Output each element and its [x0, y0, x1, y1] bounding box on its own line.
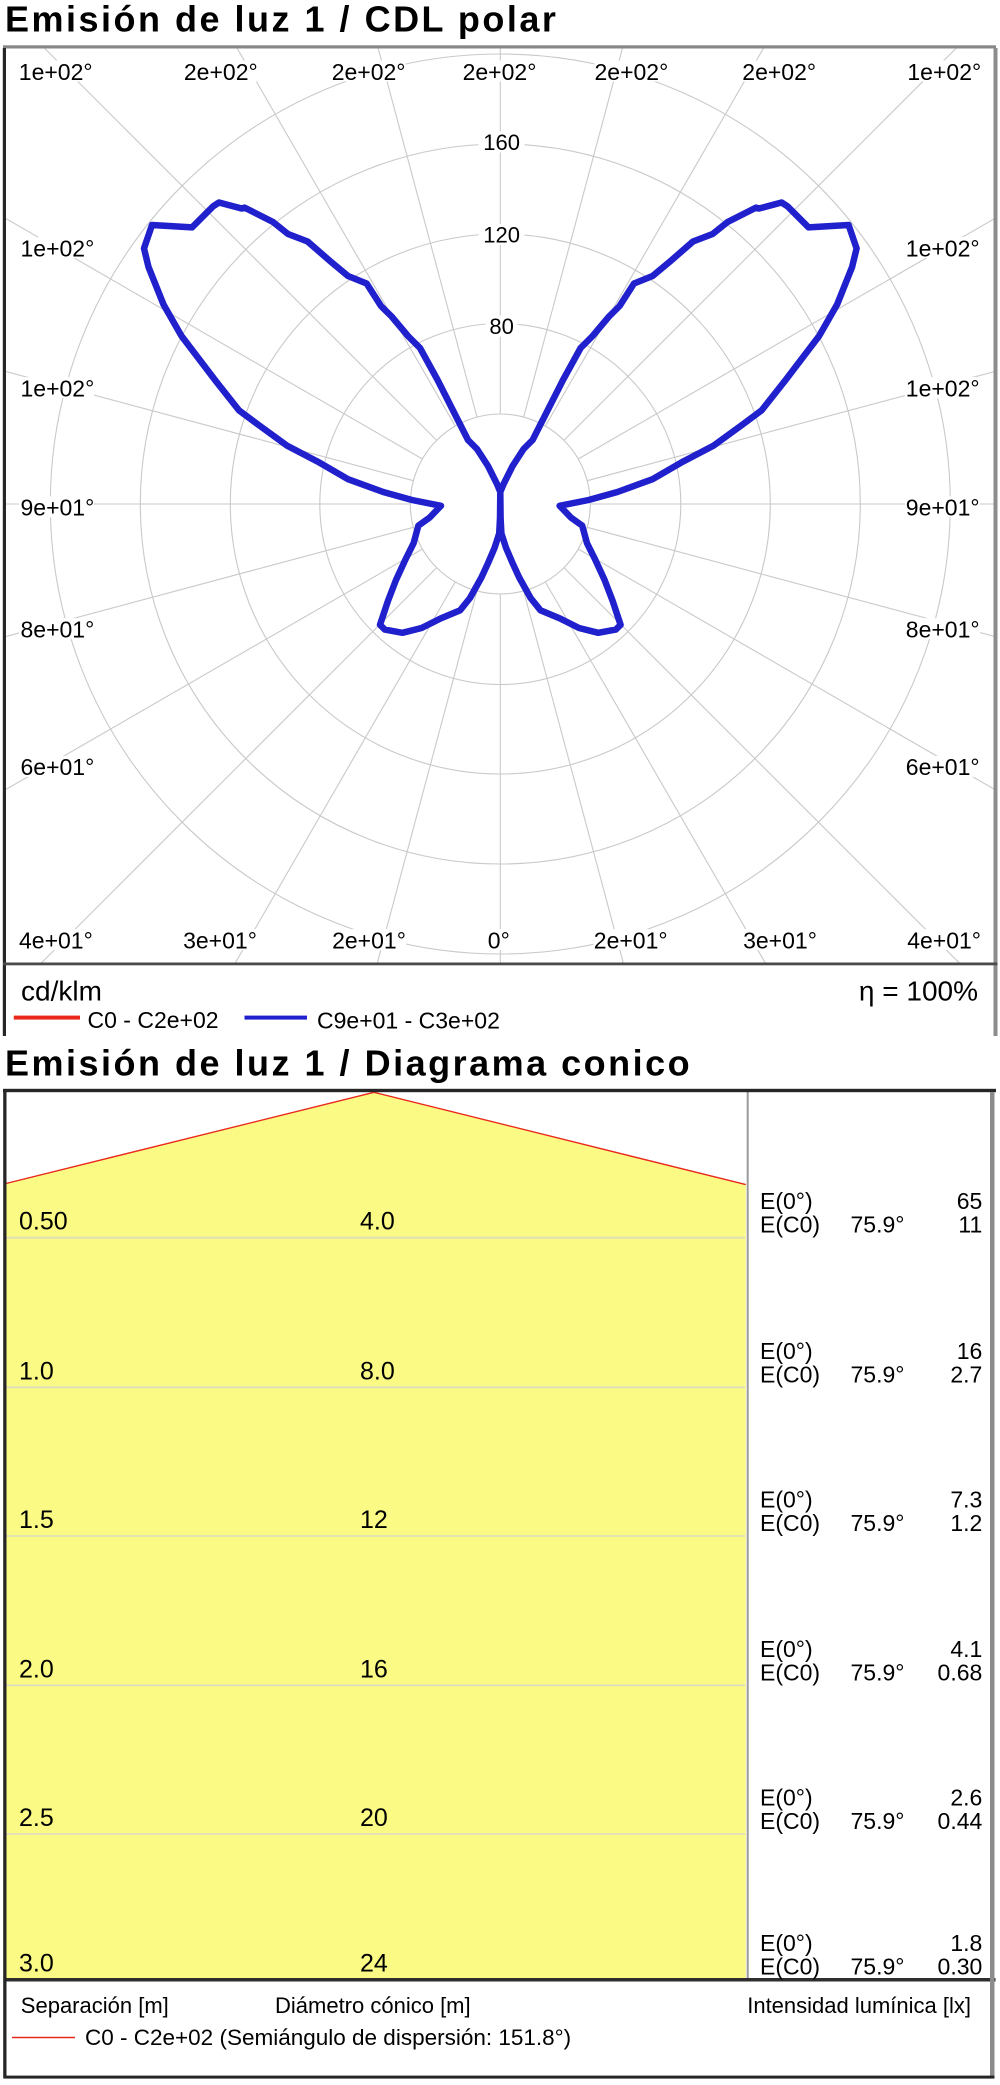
- svg-text:Emisión de luz 1 / Diagrama co: Emisión de luz 1 / Diagrama conico: [5, 1043, 692, 1084]
- svg-text:75.9°: 75.9°: [851, 1808, 905, 1834]
- svg-text:75.9°: 75.9°: [851, 1212, 905, 1238]
- svg-text:E(0°): E(0°): [760, 1636, 813, 1662]
- svg-text:3e+01°: 3e+01°: [183, 927, 257, 953]
- svg-text:2e+02°: 2e+02°: [595, 59, 669, 85]
- svg-text:E(C0): E(C0): [760, 1659, 820, 1685]
- svg-text:0.44: 0.44: [938, 1808, 983, 1834]
- svg-text:E(0°): E(0°): [760, 1785, 813, 1811]
- svg-text:1e+02°: 1e+02°: [21, 235, 95, 261]
- svg-text:1e+02°: 1e+02°: [21, 375, 95, 401]
- svg-text:16: 16: [360, 1655, 388, 1683]
- svg-text:1.2: 1.2: [950, 1510, 982, 1536]
- svg-text:24: 24: [360, 1950, 388, 1978]
- svg-text:7.3: 7.3: [950, 1487, 982, 1513]
- svg-text:4e+01°: 4e+01°: [19, 927, 93, 953]
- svg-text:C0 - C2e+02: C0 - C2e+02: [88, 1007, 219, 1033]
- svg-text:16: 16: [957, 1338, 983, 1364]
- svg-text:Intensidad lumínica [lx]: Intensidad lumínica [lx]: [747, 1993, 971, 2018]
- svg-text:C0 - C2e+02 (Semiángulo de dis: C0 - C2e+02 (Semiángulo de dispersión: 1…: [85, 2025, 571, 2050]
- svg-text:cd/klm: cd/klm: [21, 976, 102, 1007]
- svg-text:65: 65: [957, 1188, 983, 1214]
- svg-text:6e+01°: 6e+01°: [906, 754, 980, 780]
- svg-text:8e+01°: 8e+01°: [21, 616, 95, 642]
- svg-text:2.0: 2.0: [19, 1655, 54, 1683]
- svg-text:Diámetro cónico [m]: Diámetro cónico [m]: [275, 1993, 471, 2018]
- svg-text:Emisión de luz 1 / CDL polar: Emisión de luz 1 / CDL polar: [5, 0, 558, 40]
- svg-text:E(C0): E(C0): [760, 1954, 820, 1980]
- svg-text:2.7: 2.7: [950, 1361, 982, 1387]
- svg-text:1e+02°: 1e+02°: [906, 235, 980, 261]
- svg-text:2e+02°: 2e+02°: [332, 59, 406, 85]
- svg-text:1e+02°: 1e+02°: [19, 59, 93, 85]
- svg-text:0.30: 0.30: [938, 1954, 983, 1980]
- svg-text:2e+02°: 2e+02°: [184, 59, 258, 85]
- svg-text:6e+01°: 6e+01°: [21, 754, 95, 780]
- svg-text:1.8: 1.8: [950, 1930, 982, 1956]
- svg-text:E(C0): E(C0): [760, 1808, 820, 1834]
- svg-text:75.9°: 75.9°: [851, 1361, 905, 1387]
- svg-text:8.0: 8.0: [360, 1357, 395, 1385]
- svg-text:E(0°): E(0°): [760, 1188, 813, 1214]
- svg-text:3e+01°: 3e+01°: [743, 927, 817, 953]
- svg-text:2e+02°: 2e+02°: [742, 59, 816, 85]
- svg-text:12: 12: [360, 1506, 388, 1534]
- svg-text:160: 160: [483, 130, 520, 155]
- svg-text:75.9°: 75.9°: [851, 1659, 905, 1685]
- svg-text:75.9°: 75.9°: [851, 1954, 905, 1980]
- svg-text:2.5: 2.5: [19, 1804, 54, 1832]
- svg-text:η = 100%: η = 100%: [859, 975, 978, 1006]
- svg-text:4.1: 4.1: [950, 1636, 982, 1662]
- svg-text:0°: 0°: [488, 927, 510, 953]
- svg-text:4.0: 4.0: [360, 1208, 395, 1236]
- svg-text:0.50: 0.50: [19, 1208, 68, 1236]
- svg-text:2e+01°: 2e+01°: [594, 927, 668, 953]
- svg-text:3.0: 3.0: [19, 1950, 54, 1978]
- svg-text:E(0°): E(0°): [760, 1487, 813, 1513]
- svg-text:E(0°): E(0°): [760, 1930, 813, 1956]
- svg-text:75.9°: 75.9°: [851, 1510, 905, 1536]
- svg-text:11: 11: [958, 1212, 982, 1238]
- svg-text:1e+02°: 1e+02°: [907, 59, 981, 85]
- svg-text:E(C0): E(C0): [760, 1510, 820, 1536]
- svg-text:2e+01°: 2e+01°: [332, 927, 406, 953]
- svg-text:C9e+01 - C3e+02: C9e+01 - C3e+02: [317, 1007, 500, 1033]
- svg-text:E(C0): E(C0): [760, 1212, 820, 1238]
- svg-text:120: 120: [483, 223, 520, 248]
- svg-text:20: 20: [360, 1804, 388, 1832]
- svg-text:9e+01°: 9e+01°: [906, 495, 980, 521]
- svg-text:8e+01°: 8e+01°: [906, 616, 980, 642]
- svg-text:4e+01°: 4e+01°: [907, 927, 981, 953]
- svg-text:1.5: 1.5: [19, 1506, 54, 1534]
- svg-text:2.6: 2.6: [950, 1785, 982, 1811]
- svg-text:Separación [m]: Separación [m]: [21, 1993, 169, 2018]
- svg-text:1.0: 1.0: [19, 1357, 54, 1385]
- svg-text:9e+01°: 9e+01°: [21, 495, 95, 521]
- svg-text:0.68: 0.68: [938, 1659, 983, 1685]
- svg-text:1e+02°: 1e+02°: [906, 375, 980, 401]
- svg-text:E(0°): E(0°): [760, 1338, 813, 1364]
- svg-text:80: 80: [489, 314, 513, 339]
- svg-text:E(C0): E(C0): [760, 1361, 820, 1387]
- svg-text:2e+02°: 2e+02°: [463, 59, 537, 85]
